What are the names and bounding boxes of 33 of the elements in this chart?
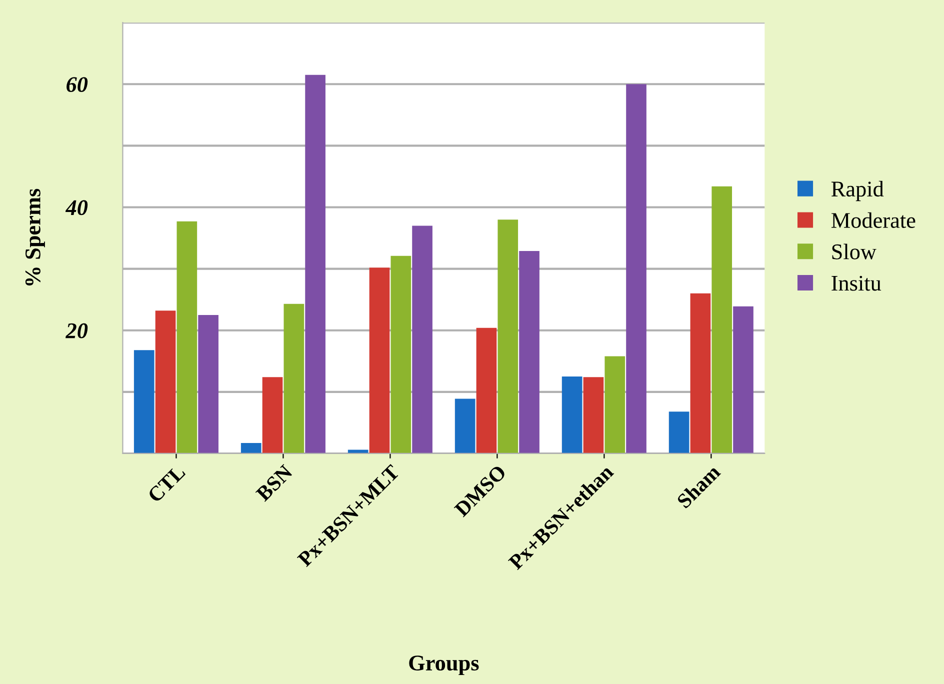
- y-tick-label: 60: [66, 77, 88, 92]
- bar: [305, 74, 326, 454]
- bar: [712, 186, 732, 454]
- y-axis-title: % Sperms: [25, 188, 45, 286]
- y-tick-label: 40: [65, 200, 88, 216]
- legend-label: Slow: [832, 244, 876, 260]
- bar: [134, 350, 154, 454]
- bar: [454, 398, 476, 454]
- bar: [476, 328, 497, 454]
- bar: [176, 221, 198, 454]
- bar: [369, 268, 390, 454]
- legend-label: Rapid: [831, 180, 884, 202]
- x-axis-title: Groups: [409, 656, 479, 676]
- x-tick-label: CTL: [147, 464, 186, 504]
- bar: [284, 304, 304, 454]
- bar: [498, 220, 518, 454]
- bar: [668, 412, 690, 454]
- legend-label: Moderate: [831, 212, 916, 228]
- legend-label: Insitu: [832, 276, 882, 291]
- bar: [583, 377, 604, 454]
- bar: [262, 377, 283, 454]
- bar: [604, 356, 626, 454]
- bar: [390, 256, 412, 454]
- bar: [562, 376, 582, 454]
- bar: [690, 293, 711, 454]
- bar: [240, 443, 262, 454]
- bar: [155, 310, 176, 454]
- bar: [412, 226, 432, 454]
- bar: [519, 250, 540, 454]
- bar: [733, 306, 754, 454]
- bar: [626, 84, 646, 454]
- bar: [198, 314, 218, 454]
- y-tick-label: 20: [66, 323, 88, 338]
